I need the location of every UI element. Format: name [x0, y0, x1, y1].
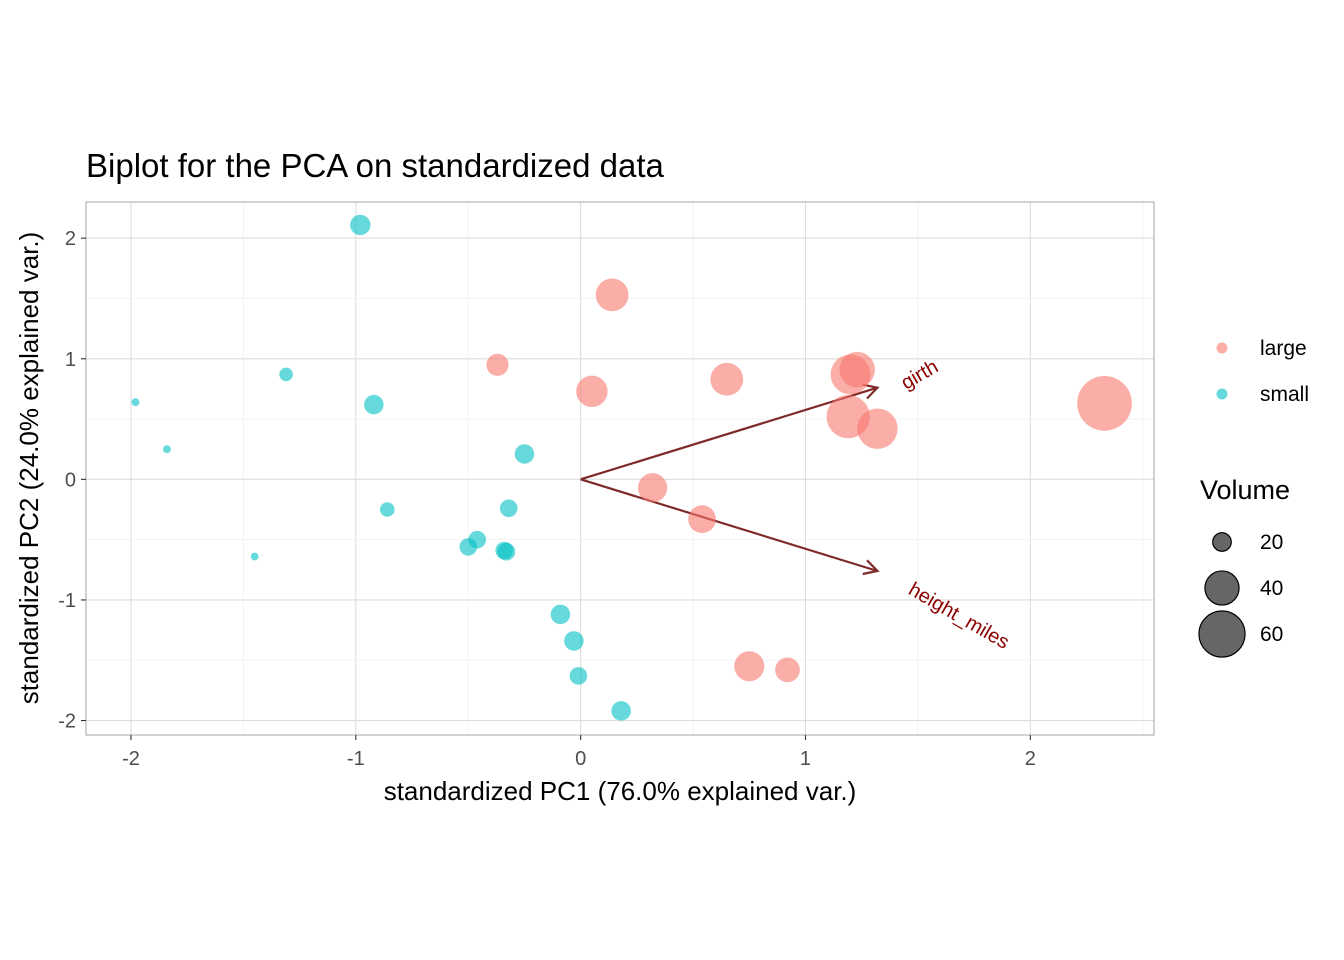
data-points — [131, 214, 1132, 721]
data-point-small — [550, 604, 571, 625]
data-point-large — [486, 353, 509, 376]
data-point-large — [688, 505, 716, 534]
loading-arrowhead-girth — [862, 383, 880, 400]
size-legend: Volume 20 40 60 — [1198, 475, 1290, 658]
data-point-large — [576, 375, 608, 408]
y-tick-label: 1 — [65, 349, 76, 371]
data-point-large — [637, 473, 668, 503]
x-tick-label: 2 — [1025, 748, 1036, 770]
y-tick-label: -1 — [58, 590, 76, 612]
size-legend-label: 60 — [1260, 623, 1283, 646]
size-legend-key — [1204, 570, 1240, 606]
size-legend-title: Volume — [1200, 475, 1290, 505]
data-point-large — [734, 651, 765, 682]
data-point-small — [250, 552, 259, 561]
data-point-small — [162, 445, 171, 454]
x-tick-label: 1 — [800, 748, 811, 770]
data-point-small — [497, 542, 516, 561]
legend-label-small: small — [1260, 383, 1309, 406]
legend-key-large — [1216, 342, 1228, 354]
x-tick-label: -1 — [347, 748, 365, 770]
legend-label-large: large — [1260, 337, 1307, 360]
data-point-large — [775, 657, 800, 683]
loading-arrow-girth — [580, 386, 878, 481]
size-legend-label: 20 — [1260, 531, 1283, 554]
data-point-small — [569, 667, 588, 685]
data-point-small — [364, 394, 384, 415]
data-point-small — [131, 398, 140, 407]
size-legend-key — [1198, 610, 1246, 658]
size-legend-key — [1212, 532, 1232, 552]
data-point-small — [611, 701, 631, 721]
data-point-small — [499, 499, 518, 518]
x-tick-label: 0 — [575, 748, 586, 770]
plot-panel-border — [85, 201, 1155, 736]
x-axis-title: standardized PC1 (76.0% explained var.) — [384, 776, 857, 806]
data-point-large — [595, 278, 629, 312]
loading-arrows — [580, 383, 880, 576]
y-tick-label: 0 — [65, 469, 76, 491]
size-legend-label: 40 — [1260, 577, 1283, 600]
data-point-small — [514, 444, 535, 464]
data-point-large — [710, 362, 744, 396]
loading-arrow-height_miles — [580, 478, 878, 573]
data-point-small — [564, 631, 584, 651]
chart-title: Biplot for the PCA on standardized data — [86, 147, 665, 184]
data-point-large — [839, 351, 875, 388]
loading-arrowhead-height_miles — [862, 559, 880, 576]
data-point-small — [459, 538, 478, 556]
y-axis: -2 -1 0 1 2 — [58, 228, 86, 733]
color-legend: large small — [1216, 337, 1309, 406]
legend-key-small — [1216, 388, 1228, 400]
data-point-large — [1077, 376, 1132, 431]
data-point-large — [857, 408, 898, 449]
y-tick-label: -2 — [58, 711, 76, 733]
data-point-small — [350, 214, 371, 236]
data-point-small — [279, 367, 293, 382]
y-axis-title: standardized PC2 (24.0% explained var.) — [14, 232, 44, 705]
x-tick-label: -2 — [122, 748, 140, 770]
x-axis: -2 -1 0 1 2 — [122, 735, 1036, 770]
y-tick-label: 2 — [65, 228, 76, 250]
data-point-small — [379, 502, 395, 517]
